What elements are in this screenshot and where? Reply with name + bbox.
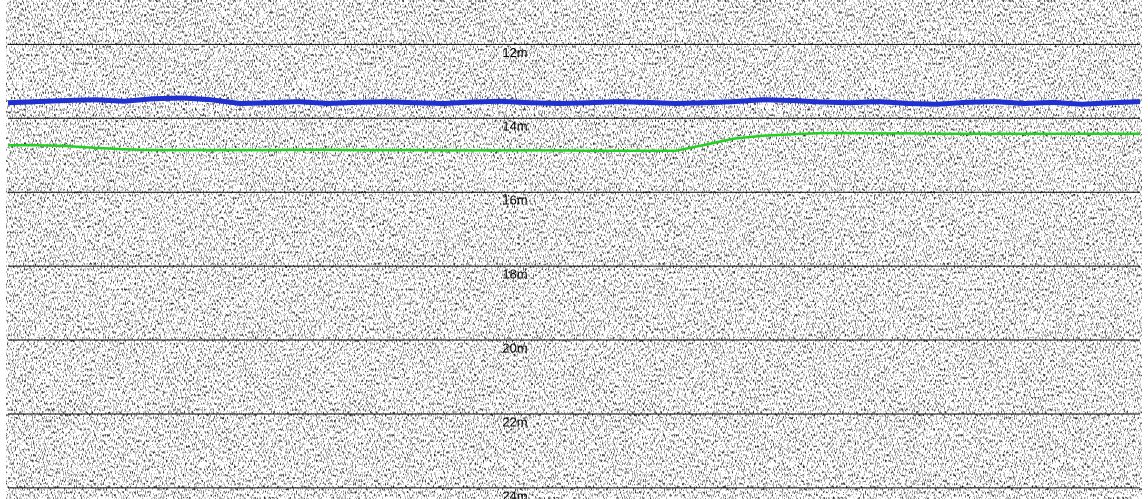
depth-label: 16m (502, 193, 527, 208)
depth-label: 22m (502, 414, 527, 429)
secondary-trace (8, 131, 1140, 153)
depth-label: 12m (502, 45, 527, 60)
echo-noise (6, 0, 1142, 499)
depth-label: 20m (502, 340, 527, 355)
bottom-trace (7, 95, 1141, 107)
depth-label: 14m (502, 119, 527, 134)
depth-label: 18m (502, 267, 527, 282)
depth-label: 24m (502, 488, 527, 499)
